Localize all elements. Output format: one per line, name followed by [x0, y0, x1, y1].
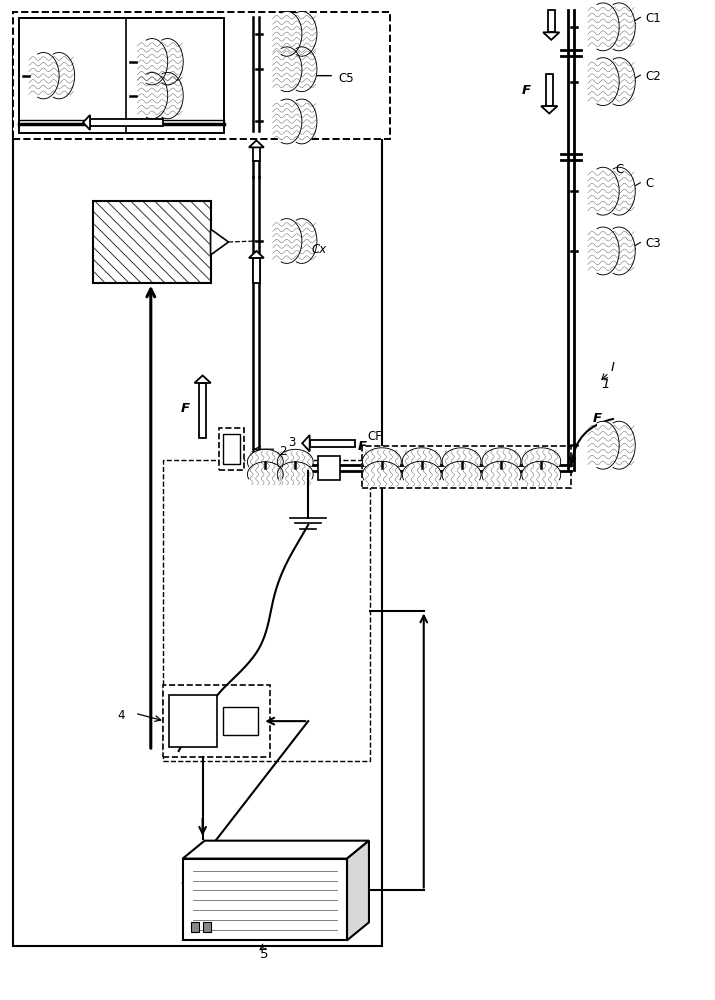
Polygon shape [247, 449, 283, 467]
Text: 4: 4 [117, 709, 124, 722]
Bar [169, 695, 217, 747]
Polygon shape [253, 258, 260, 283]
Polygon shape [53, 53, 74, 99]
Polygon shape [194, 375, 211, 383]
Text: CF: CF [367, 430, 382, 443]
Bar [93, 201, 211, 283]
Polygon shape [548, 10, 555, 32]
Polygon shape [597, 3, 619, 51]
Text: F: F [593, 412, 602, 425]
Bar [14, 12, 390, 139]
Polygon shape [296, 219, 317, 263]
Text: 2: 2 [280, 445, 287, 458]
Bar [219, 428, 245, 470]
Bar [222, 707, 258, 735]
Polygon shape [442, 461, 481, 480]
Text: Cx: Cx [311, 243, 327, 256]
Text: C: C [645, 177, 653, 190]
Polygon shape [347, 841, 369, 940]
Polygon shape [597, 421, 619, 469]
Polygon shape [277, 449, 313, 467]
Text: F: F [521, 84, 531, 97]
Polygon shape [199, 383, 206, 438]
Polygon shape [281, 11, 302, 56]
Polygon shape [296, 47, 317, 92]
Text: F: F [358, 440, 367, 453]
Polygon shape [277, 462, 313, 479]
Bar [182, 859, 347, 940]
Polygon shape [482, 448, 521, 466]
Bar [14, 44, 382, 946]
Polygon shape [597, 167, 619, 215]
Bar [318, 456, 340, 480]
Bar [362, 446, 571, 488]
Polygon shape [546, 74, 553, 106]
Polygon shape [281, 219, 302, 263]
Polygon shape [522, 448, 561, 466]
Bar [19, 18, 224, 133]
Polygon shape [597, 227, 619, 275]
Polygon shape [211, 229, 229, 255]
Polygon shape [296, 11, 317, 56]
Polygon shape [296, 99, 317, 144]
Polygon shape [442, 448, 481, 466]
Bar [191, 922, 199, 932]
Polygon shape [281, 47, 302, 92]
Polygon shape [253, 147, 260, 161]
Polygon shape [182, 841, 369, 859]
Polygon shape [522, 461, 561, 480]
Polygon shape [613, 58, 635, 106]
Polygon shape [247, 462, 283, 479]
Polygon shape [597, 58, 619, 106]
Polygon shape [543, 32, 559, 40]
Text: C5: C5 [338, 72, 354, 85]
Bar [222, 434, 240, 464]
Polygon shape [90, 119, 163, 126]
Polygon shape [403, 448, 441, 466]
Text: F: F [181, 402, 189, 415]
Text: C3: C3 [645, 237, 661, 250]
Polygon shape [363, 448, 401, 466]
Bar [163, 460, 370, 761]
Polygon shape [613, 227, 635, 275]
Polygon shape [147, 72, 168, 119]
Text: C: C [615, 163, 623, 176]
Polygon shape [613, 3, 635, 51]
Polygon shape [363, 461, 401, 480]
Polygon shape [482, 461, 521, 480]
Polygon shape [83, 115, 90, 130]
Text: 5: 5 [260, 948, 268, 961]
Text: C1: C1 [645, 12, 661, 25]
Polygon shape [310, 440, 355, 447]
Polygon shape [38, 53, 59, 99]
Polygon shape [249, 140, 264, 147]
Polygon shape [403, 461, 441, 480]
Polygon shape [613, 421, 635, 469]
Bar [202, 922, 211, 932]
Polygon shape [162, 72, 183, 119]
Polygon shape [302, 435, 310, 451]
Text: 1: 1 [601, 378, 609, 391]
Polygon shape [147, 39, 168, 85]
Polygon shape [613, 167, 635, 215]
Text: C2: C2 [645, 70, 661, 83]
Polygon shape [281, 99, 302, 144]
Text: I: I [611, 361, 615, 374]
Polygon shape [541, 106, 558, 114]
Polygon shape [162, 39, 183, 85]
Text: 3: 3 [288, 436, 295, 449]
Polygon shape [249, 251, 264, 258]
Bar [163, 685, 270, 757]
